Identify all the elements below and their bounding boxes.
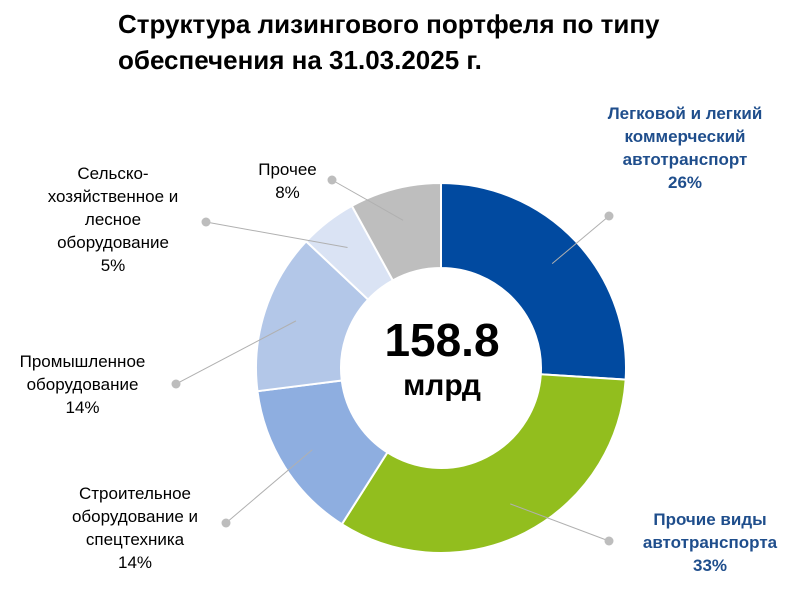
slice-1 (340, 373, 627, 554)
slice-label-1-line-0: Прочие виды (653, 510, 767, 529)
slice-label-2-line-1: оборудование и (71, 507, 199, 526)
slice-label-4-line-3: оборудование (57, 233, 169, 252)
leader-dot-5 (327, 175, 337, 185)
slice-pct-4: 5% (100, 256, 126, 275)
slice-label-0-line-2: автотранспорт (622, 150, 748, 169)
leader-dot-4 (201, 217, 211, 227)
slice-label-3-line-1: оборудование (26, 375, 139, 394)
slice-label-3: Промышленное оборудование 14% (0, 350, 165, 419)
leader-line-3 (175, 320, 297, 385)
slice-label-4-line-2: лесное (84, 210, 142, 229)
slice-label-4-line-0: Сельско- (77, 164, 149, 183)
slice-pct-2: 14% (117, 553, 153, 572)
slice-label-5: Прочее 8% (240, 158, 335, 204)
slice-label-1: Прочие виды автотранспорта 33% (620, 508, 800, 577)
slice-label-1-line-1: автотранспорта (642, 533, 778, 552)
leader-line-4 (205, 221, 348, 248)
slice-label-4-line-1: хозяйственное и (47, 187, 179, 206)
total-value: 158.8 (384, 314, 500, 366)
slice-label-5-line-0: Прочее (258, 160, 317, 179)
slice-label-2-line-0: Строительное (78, 484, 192, 503)
leader-line-2 (225, 449, 313, 524)
total-unit: млрд (403, 369, 481, 402)
leader-dot-1 (604, 536, 614, 546)
slice-label-2-line-2: спецтехника (85, 530, 185, 549)
donut-center-total: 158.8 млрд (342, 312, 542, 404)
slice-label-0-line-1: коммерческий (624, 127, 746, 146)
leader-line-1 (510, 503, 610, 542)
slice-5 (350, 181, 442, 282)
chart-title-line-2: обеспечения на 31.03.2025 г. (118, 45, 482, 75)
slice-label-2: Строительное оборудование и спецтехника 14% (45, 482, 225, 574)
chart-title: Структура лизингового портфеля по типу о… (118, 6, 778, 78)
leader-line-0 (551, 215, 610, 264)
leader-dot-0 (604, 211, 614, 221)
slice-pct-5: 8% (275, 183, 300, 202)
slice-0 (440, 181, 627, 381)
leader-dot-2 (221, 518, 231, 528)
leader-line-5 (331, 179, 404, 221)
slice-label-3-line-0: Промышленное (19, 352, 146, 371)
slice-pct-0: 26% (667, 173, 703, 192)
slice-pct-1: 33% (692, 556, 728, 575)
slice-pct-3: 14% (65, 398, 100, 417)
slice-label-0-line-0: Легковой и легкий (607, 104, 763, 123)
chart-title-line-1: Структура лизингового портфеля по типу (118, 9, 660, 39)
slice-label-0: Легковой и легкий коммерческий автотранспо… (575, 102, 795, 194)
slice-label-4: Сельско-хозяйственное и лесное оборудовани… (28, 162, 198, 277)
leader-dot-3 (171, 379, 181, 389)
